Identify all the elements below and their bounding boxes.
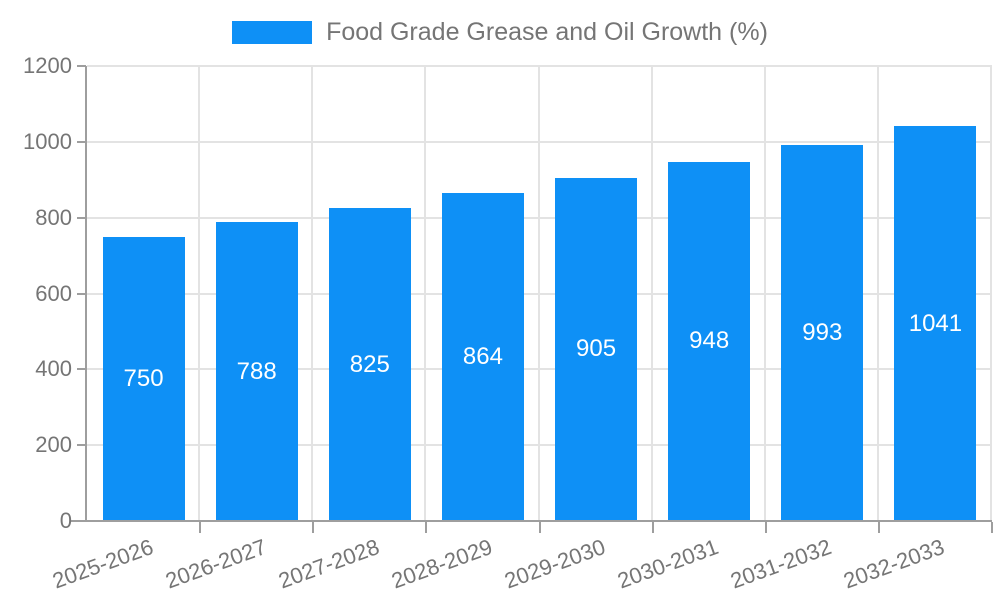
y-tick-label: 600 [35, 280, 72, 306]
bar-2028-2029[interactable]: 864 [441, 193, 524, 521]
v-gridline [763, 66, 766, 521]
x-tick-mark [199, 522, 202, 533]
bar-value-label: 825 [349, 350, 390, 378]
y-tick-mark [77, 368, 86, 371]
y-tick-mark [77, 140, 86, 143]
bar-2031-2032[interactable]: 993 [781, 144, 864, 521]
y-tick-label: 1200 [23, 53, 72, 78]
bar-2025-2026[interactable]: 750 [102, 236, 185, 521]
x-tick-mark [538, 522, 541, 533]
y-tick-mark [77, 216, 86, 219]
bar-2030-2031[interactable]: 948 [668, 161, 751, 521]
y-tick-label: 400 [35, 356, 72, 382]
h-gridline [87, 444, 992, 447]
bar-2026-2027[interactable]: 788 [215, 222, 298, 521]
bar-value-label: 948 [689, 327, 730, 355]
plot-area: 750 788 825 864 905 948 993 1041 [87, 65, 992, 521]
h-gridline [87, 292, 992, 295]
legend[interactable]: Food Grade Grease and Oil Growth (%) [0, 18, 1000, 47]
legend-swatch-icon [232, 21, 313, 44]
bar-2029-2030[interactable]: 905 [555, 177, 638, 521]
y-tick-label: 0 [59, 508, 72, 533]
x-tick-mark [764, 522, 767, 533]
y-tick-mark [77, 444, 86, 447]
v-gridline [990, 66, 992, 521]
h-gridline [87, 140, 992, 143]
v-gridline [198, 66, 201, 521]
legend-label: Food Grade Grease and Oil Growth (%) [326, 18, 768, 46]
y-tick-mark [77, 65, 86, 67]
bar-value-label: 905 [576, 335, 617, 363]
bar-2032-2033[interactable]: 1041 [894, 126, 977, 521]
x-tick-mark [425, 522, 428, 533]
h-gridline [87, 65, 992, 67]
v-gridline [537, 66, 540, 521]
y-tick-label: 1000 [23, 128, 72, 154]
bar-value-label: 788 [236, 357, 277, 385]
x-tick-mark [877, 522, 880, 533]
x-axis-line [70, 520, 992, 522]
bar-value-label: 993 [802, 318, 843, 346]
x-tick-mark [312, 522, 315, 533]
x-tick-mark [991, 522, 993, 533]
v-gridline [311, 66, 314, 521]
y-tick-label: 800 [35, 204, 72, 230]
bar-value-label: 1041 [908, 309, 963, 337]
bar-value-label: 750 [123, 364, 164, 392]
v-gridline [424, 66, 427, 521]
y-axis-line [85, 66, 87, 522]
v-gridline [650, 66, 653, 521]
h-gridline [87, 368, 992, 371]
y-tick-mark [77, 292, 86, 295]
bar-2027-2028[interactable]: 825 [328, 208, 411, 521]
h-gridline [87, 216, 992, 219]
bar-value-label: 864 [462, 343, 503, 371]
y-tick-label: 200 [35, 432, 72, 458]
v-gridline [876, 66, 879, 521]
x-tick-mark [651, 522, 654, 533]
